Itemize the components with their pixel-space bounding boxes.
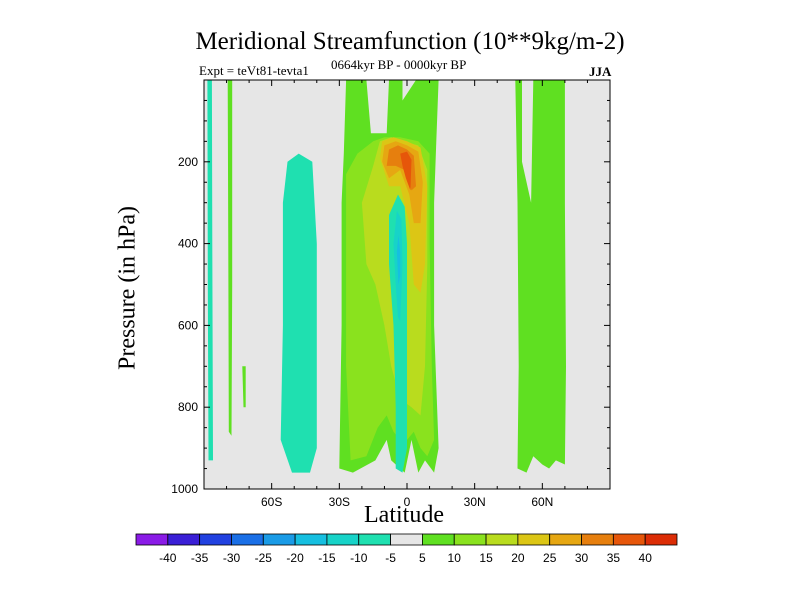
colorbar-label: 25 [543, 551, 557, 565]
colorbar-label: -15 [318, 551, 336, 565]
x-tick-label: 30N [464, 495, 486, 509]
colorbar-swatch [326, 533, 360, 546]
colorbar-label: -5 [385, 551, 396, 565]
contour-region-sh-narrow-positive [227, 80, 233, 436]
season-label: JJA [589, 64, 612, 79]
x-tick-label: 0 [404, 495, 411, 509]
colorbar-label: -35 [191, 551, 209, 565]
colorbar-label: 10 [448, 551, 462, 565]
contour-region-nh-gap [523, 80, 532, 183]
colorbar-label: -10 [350, 551, 368, 565]
x-tick-label: 60S [261, 495, 282, 509]
contour-region-nh-positive-cell [515, 80, 566, 473]
y-tick-label: 1000 [171, 482, 198, 496]
colorbar-label: -30 [223, 551, 241, 565]
colorbar-swatch [453, 533, 487, 546]
colorbar-label: -40 [159, 551, 177, 565]
y-tick-label: 600 [178, 318, 198, 332]
colorbar-swatch [485, 533, 519, 546]
colorbar-swatch [612, 533, 646, 546]
colorbar-label: -25 [255, 551, 273, 565]
colorbar-swatch [549, 533, 582, 546]
contour-region-far-sh-negative [207, 80, 213, 461]
colorbar-swatch [231, 533, 264, 546]
contour-region-equatorial-negative-15 [396, 235, 401, 285]
colorbar-swatch [358, 533, 391, 546]
y-tick-label: 400 [178, 237, 198, 251]
contour-region-equatorial-negative-5 [389, 194, 407, 473]
colorbar-swatch [199, 533, 232, 546]
colorbar-swatch [167, 533, 201, 546]
contour-region-main-positive-35 [400, 151, 412, 191]
colorbar-swatch [517, 533, 551, 546]
y-tick-label: 800 [178, 400, 198, 414]
contour-region-sh-negative-cell [280, 153, 317, 473]
x-tick-label: 60N [531, 495, 553, 509]
chart-title: Meridional Streamfunction (10**9kg/m-2) [195, 28, 625, 55]
colorbar-swatch [135, 533, 169, 546]
period-label: 0664kyr BP - 0000kyr BP [331, 57, 467, 72]
x-axis-label: Latitude [364, 502, 444, 528]
experiment-label: Expt = teVt81-tevta1 [199, 63, 309, 78]
colorbar-label: 30 [575, 551, 589, 565]
contour-region-sh-small-positive [242, 366, 246, 408]
colorbar-label: -20 [286, 551, 304, 565]
colorbar-swatch [390, 533, 423, 546]
colorbar-swatch [262, 533, 296, 546]
colorbar-label: 40 [639, 551, 653, 565]
x-tick-label: 30S [329, 495, 350, 509]
colorbar-label: 35 [607, 551, 621, 565]
y-tick-label: 200 [178, 155, 198, 169]
colorbar-swatch [581, 533, 614, 546]
colorbar-label: 5 [419, 551, 426, 565]
colorbar-swatch [422, 533, 455, 546]
colorbar-label: 20 [511, 551, 525, 565]
colorbar-swatch [644, 533, 678, 546]
colorbar-label: 15 [479, 551, 493, 565]
colorbar-swatch [294, 533, 328, 546]
